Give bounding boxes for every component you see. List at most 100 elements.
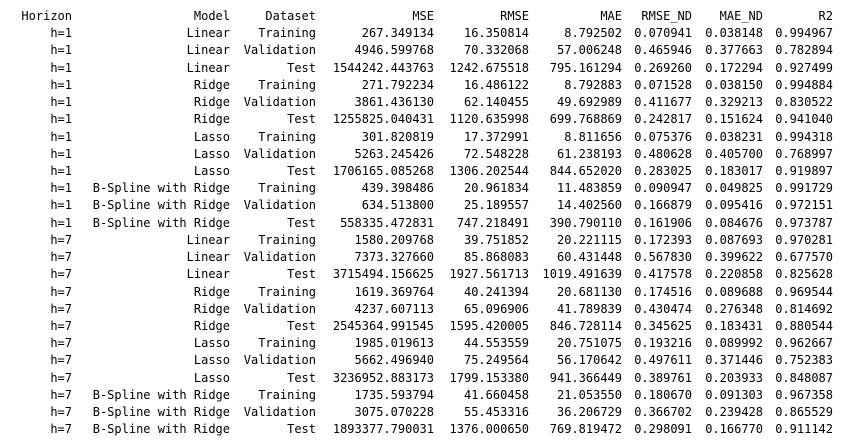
column-header-model: Model xyxy=(193,9,230,23)
cell-rmse: 75.249564 xyxy=(463,353,529,368)
cell-dataset: Validation xyxy=(243,95,316,110)
cell-mse: 7373.327660 xyxy=(354,250,434,265)
cell-r2: 0.825628 xyxy=(775,267,833,282)
cell-rmse: 1306.202544 xyxy=(449,163,529,178)
cell-mae: 699.768869 xyxy=(549,112,622,127)
cell-r2: 0.919897 xyxy=(775,163,833,178)
cell-r2: 0.969544 xyxy=(775,284,833,299)
cell-rmse: 16.486122 xyxy=(463,77,529,92)
cell-model: Ridge xyxy=(193,284,230,299)
cell-mae: 844.652020 xyxy=(549,163,622,178)
cell-r2: 0.768997 xyxy=(775,146,833,161)
cell-model: Ridge xyxy=(193,301,230,316)
column-header-mae: MAE xyxy=(600,9,622,23)
cell-mae: 36.206729 xyxy=(556,405,622,420)
cell-mae-nd: 0.089688 xyxy=(705,284,763,299)
table-row: h=1 Ridge Test 1255825.040431 1120.635998 699… xyxy=(0,111,844,128)
cell-rmse: 25.189557 xyxy=(463,198,529,213)
table-row: h=7 B-Spline with Ridge Validation 3075.070… xyxy=(0,404,844,421)
cell-horizon: h=7 xyxy=(50,232,72,247)
table-row: h=1 Ridge Validation 3861.436130 62.140455 49… xyxy=(0,94,844,111)
cell-rmse-nd: 0.411677 xyxy=(634,95,692,110)
cell-rmse-nd: 0.298091 xyxy=(634,422,692,437)
table-row: h=1 B-Spline with Ridge Training 439.398486… xyxy=(0,180,844,197)
cell-mse: 634.513800 xyxy=(361,198,434,213)
table-row: h=7 Linear Validation 7373.327660 85.868083 6… xyxy=(0,249,844,266)
table-row: h=7 Linear Training 1580.209768 39.751852 20.… xyxy=(0,232,844,249)
cell-mae: 769.819472 xyxy=(549,422,622,437)
cell-rmse-nd: 0.345625 xyxy=(634,318,692,333)
cell-mae: 61.238193 xyxy=(556,146,622,161)
cell-model: Lasso xyxy=(193,336,230,351)
cell-horizon: h=1 xyxy=(50,181,72,196)
cell-mae: 20.221115 xyxy=(556,232,622,247)
cell-dataset: Validation xyxy=(243,405,316,420)
cell-mae: 57.006248 xyxy=(556,43,622,58)
table-row: h=7 B-Spline with Ridge Training 1735.59379… xyxy=(0,387,844,404)
cell-mae-nd: 0.377663 xyxy=(705,43,763,58)
cell-dataset: Training xyxy=(258,387,316,402)
cell-horizon: h=7 xyxy=(50,250,72,265)
cell-dataset: Validation xyxy=(243,198,316,213)
cell-rmse-nd: 0.071528 xyxy=(634,77,692,92)
cell-mse: 3715494.156625 xyxy=(332,267,434,282)
table-row: h=1 B-Spline with Ridge Validation 634.5138… xyxy=(0,197,844,214)
table-row: h=1 Ridge Training 271.792234 16.486122 8.792… xyxy=(0,77,844,94)
cell-rmse: 747.218491 xyxy=(456,215,529,230)
cell-rmse: 17.372991 xyxy=(463,129,529,144)
cell-rmse: 16.350814 xyxy=(463,26,529,41)
cell-dataset: Training xyxy=(258,129,316,144)
cell-mae-nd: 0.203933 xyxy=(705,370,763,385)
cell-r2: 0.991729 xyxy=(775,181,833,196)
cell-dataset: Test xyxy=(287,370,316,385)
cell-horizon: h=1 xyxy=(50,146,72,161)
cell-dataset: Test xyxy=(287,60,316,75)
table-header: Horizon Model Dataset MSE RMSE MAE RMSE_… xyxy=(0,8,844,25)
cell-r2: 0.782894 xyxy=(775,43,833,58)
cell-model: Linear xyxy=(186,267,230,282)
cell-mae: 21.053550 xyxy=(556,387,622,402)
cell-rmse: 55.453316 xyxy=(463,405,529,420)
cell-model: Linear xyxy=(186,250,230,265)
cell-rmse-nd: 0.174516 xyxy=(634,284,692,299)
cell-mae-nd: 0.049825 xyxy=(705,181,763,196)
cell-rmse-nd: 0.070941 xyxy=(634,26,692,41)
cell-mse: 1255825.040431 xyxy=(332,112,434,127)
cell-mse: 1619.369764 xyxy=(354,284,434,299)
cell-mse: 5662.496940 xyxy=(354,353,434,368)
cell-mse: 4946.599768 xyxy=(354,43,434,58)
cell-model: Linear xyxy=(186,232,230,247)
cell-rmse-nd: 0.497611 xyxy=(634,353,692,368)
cell-horizon: h=7 xyxy=(50,267,72,282)
cell-mse: 3075.070228 xyxy=(354,405,434,420)
cell-horizon: h=7 xyxy=(50,422,72,437)
table-row: h=1 Lasso Test 1706165.085268 1306.202544 844… xyxy=(0,163,844,180)
cell-dataset: Training xyxy=(258,77,316,92)
column-header-r2: R2 xyxy=(818,9,833,23)
cell-rmse-nd: 0.075376 xyxy=(634,129,692,144)
cell-rmse-nd: 0.480628 xyxy=(634,146,692,161)
cell-rmse: 70.332068 xyxy=(463,43,529,58)
cell-horizon: h=7 xyxy=(50,336,72,351)
cell-r2: 0.941040 xyxy=(775,112,833,127)
cell-rmse-nd: 0.366702 xyxy=(634,405,692,420)
cell-mse: 1893377.790031 xyxy=(332,422,434,437)
cell-model: Ridge xyxy=(193,95,230,110)
cell-horizon: h=7 xyxy=(50,370,72,385)
column-header-dataset: Dataset xyxy=(265,9,316,23)
cell-dataset: Training xyxy=(258,232,316,247)
cell-mse: 558335.472831 xyxy=(340,215,434,230)
cell-r2: 0.880544 xyxy=(775,318,833,333)
cell-model: Lasso xyxy=(193,370,230,385)
cell-model: B-Spline with Ridge xyxy=(92,405,230,420)
cell-rmse: 65.096906 xyxy=(463,301,529,316)
cell-dataset: Validation xyxy=(243,301,316,316)
cell-dataset: Test xyxy=(287,215,316,230)
cell-model: Ridge xyxy=(193,318,230,333)
cell-horizon: h=1 xyxy=(50,129,72,144)
cell-mae: 1019.491639 xyxy=(542,267,622,282)
cell-mse: 1580.209768 xyxy=(354,232,434,247)
cell-mae: 8.811656 xyxy=(564,129,622,144)
cell-mse: 3861.436130 xyxy=(354,95,434,110)
cell-mae-nd: 0.183431 xyxy=(705,318,763,333)
